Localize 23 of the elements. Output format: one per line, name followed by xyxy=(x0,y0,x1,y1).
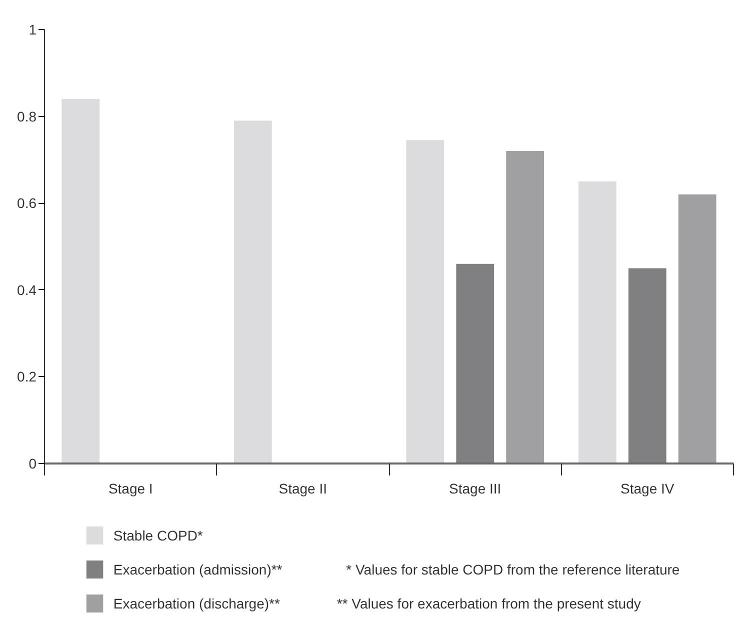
legend-label: Exacerbation (admission)** xyxy=(113,562,283,578)
y-tick-label: 0.8 xyxy=(17,108,37,124)
legend-label: Exacerbation (discharge)** xyxy=(113,596,280,612)
bar xyxy=(578,181,616,464)
y-tick-label: 0 xyxy=(28,456,37,472)
y-tick-label: 0.6 xyxy=(17,195,37,212)
bar xyxy=(234,120,272,464)
bar xyxy=(62,98,100,464)
y-tick-label: 0.4 xyxy=(17,282,37,298)
y-tick-label: 0.2 xyxy=(17,368,37,385)
x-tick-label: Stage I xyxy=(108,480,153,496)
legend-label: Stable COPD* xyxy=(113,528,204,544)
bar xyxy=(628,268,666,464)
text: ** Values for exacerbation from the present study xyxy=(336,596,641,612)
x-tick-label: Stage IV xyxy=(620,480,675,496)
bar xyxy=(456,264,494,464)
bar xyxy=(406,140,444,464)
bar xyxy=(506,151,544,464)
y-tick-label: 1 xyxy=(28,22,37,38)
text: * Values for stable COPD from the reference literature xyxy=(346,562,680,578)
x-tick-label: Stage II xyxy=(278,480,328,496)
x-tick-label: Stage III xyxy=(449,480,502,496)
bar xyxy=(678,194,716,464)
